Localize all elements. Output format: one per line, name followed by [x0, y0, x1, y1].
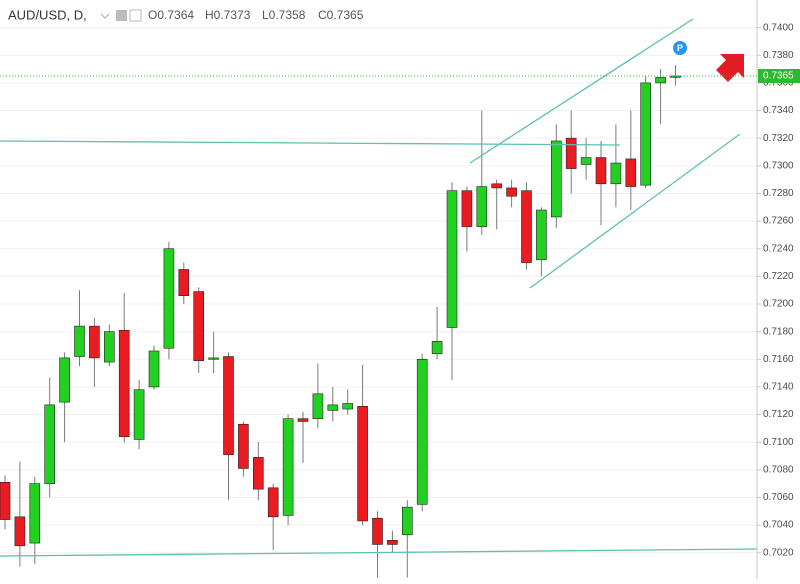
candle-body	[595, 157, 607, 185]
y-tick-label: 0.7060	[763, 492, 794, 503]
candle-body	[238, 423, 249, 469]
icon[interactable]	[129, 9, 142, 22]
channel-upper	[469, 18, 694, 164]
candle-body	[297, 418, 309, 422]
candle-body	[29, 483, 41, 544]
candle-body	[491, 183, 503, 189]
candle-body	[536, 209, 547, 261]
ohlc-open: O0.7364	[148, 8, 194, 22]
y-tick-label: 0.7140	[763, 382, 794, 393]
resistance-line	[0, 140, 621, 146]
marker-label: P	[677, 43, 683, 53]
y-tick-label: 0.7260	[763, 216, 794, 227]
y-tick-label: 0.7180	[763, 326, 794, 337]
symbol: AUD/USD, D,	[8, 7, 87, 22]
y-axis: 0.7020 0.7040 0.7060 0.7080 0.7100 0.7120 0.71…	[757, 22, 794, 558]
candle-body	[610, 162, 622, 185]
y-tick-label: 0.7080	[763, 464, 794, 475]
candle-body	[357, 405, 368, 522]
arrow	[716, 54, 744, 82]
candle-body	[506, 187, 517, 197]
candle-body	[104, 331, 115, 363]
trend-lines	[0, 18, 758, 557]
candle-body	[565, 137, 577, 169]
y-tick-label: 0.7300	[763, 160, 794, 171]
candle-body	[342, 403, 354, 410]
candle-body	[253, 457, 264, 490]
candles	[0, 64, 681, 578]
candle-body	[89, 325, 100, 359]
y-tick-label: 0.7160	[763, 354, 794, 365]
marker	[673, 41, 687, 55]
candle-body	[223, 356, 234, 455]
candle-body	[44, 404, 56, 484]
dropdown-icon	[100, 13, 110, 19]
candle-body	[521, 190, 532, 263]
header: AUD/USD, D, O0.7364 H0.7373 L0.7358 C0.7…	[8, 7, 364, 22]
candle-body	[655, 77, 666, 84]
ohlc-low: L0.7358	[262, 8, 306, 22]
y-tick-label: 0.7220	[763, 271, 794, 282]
y-tick-label: 0.7380	[763, 50, 794, 61]
y-tick-label: 0.7200	[763, 299, 794, 310]
y-tick-label: 0.7280	[763, 188, 794, 199]
candle-body	[178, 269, 190, 297]
y-tick-label: 0.7340	[763, 105, 794, 116]
last-price-label: 0.7365	[763, 71, 794, 82]
y-tick-label: 0.7100	[763, 437, 794, 448]
candle-body	[14, 516, 26, 547]
candle-body	[461, 190, 473, 227]
y-tick-label: 0.7400	[763, 22, 794, 33]
candle-body	[446, 190, 458, 328]
candle-body	[163, 248, 175, 349]
candle-body	[0, 481, 11, 520]
candle-body	[327, 404, 339, 411]
candle-body	[59, 357, 70, 403]
last-price-box	[758, 69, 800, 84]
candle-body	[476, 186, 488, 227]
candle-body	[416, 358, 428, 505]
candle-body	[387, 540, 398, 545]
candle-body	[401, 506, 413, 536]
candle-body	[312, 393, 324, 420]
icon[interactable]	[116, 10, 127, 21]
y-tick-label: 0.7020	[763, 547, 794, 558]
y-tick-label: 0.7040	[763, 520, 794, 531]
ohlc-close: C0.7365	[318, 8, 364, 22]
candle-body	[625, 158, 637, 187]
channel-lower	[529, 133, 741, 289]
candle-body	[431, 341, 443, 355]
candle-body	[193, 291, 204, 361]
candle-body	[267, 487, 279, 518]
y-tick-label: 0.7360	[763, 78, 794, 89]
candle-body	[640, 82, 652, 186]
candle-body	[133, 389, 145, 440]
candle-body	[550, 140, 562, 218]
y-tick-label: 0.7120	[763, 409, 794, 420]
y-tick-label: 0.7240	[763, 243, 794, 254]
candle-body	[148, 350, 160, 388]
candle-body	[580, 157, 592, 165]
candle-body	[282, 418, 294, 516]
support-line	[0, 548, 758, 557]
ohlc-high: H0.7373	[205, 8, 251, 22]
candle-body	[118, 329, 130, 437]
candle-body	[372, 517, 383, 545]
y-tick-label: 0.7320	[763, 133, 794, 144]
candle-body	[208, 357, 219, 360]
candle-body	[74, 325, 85, 357]
